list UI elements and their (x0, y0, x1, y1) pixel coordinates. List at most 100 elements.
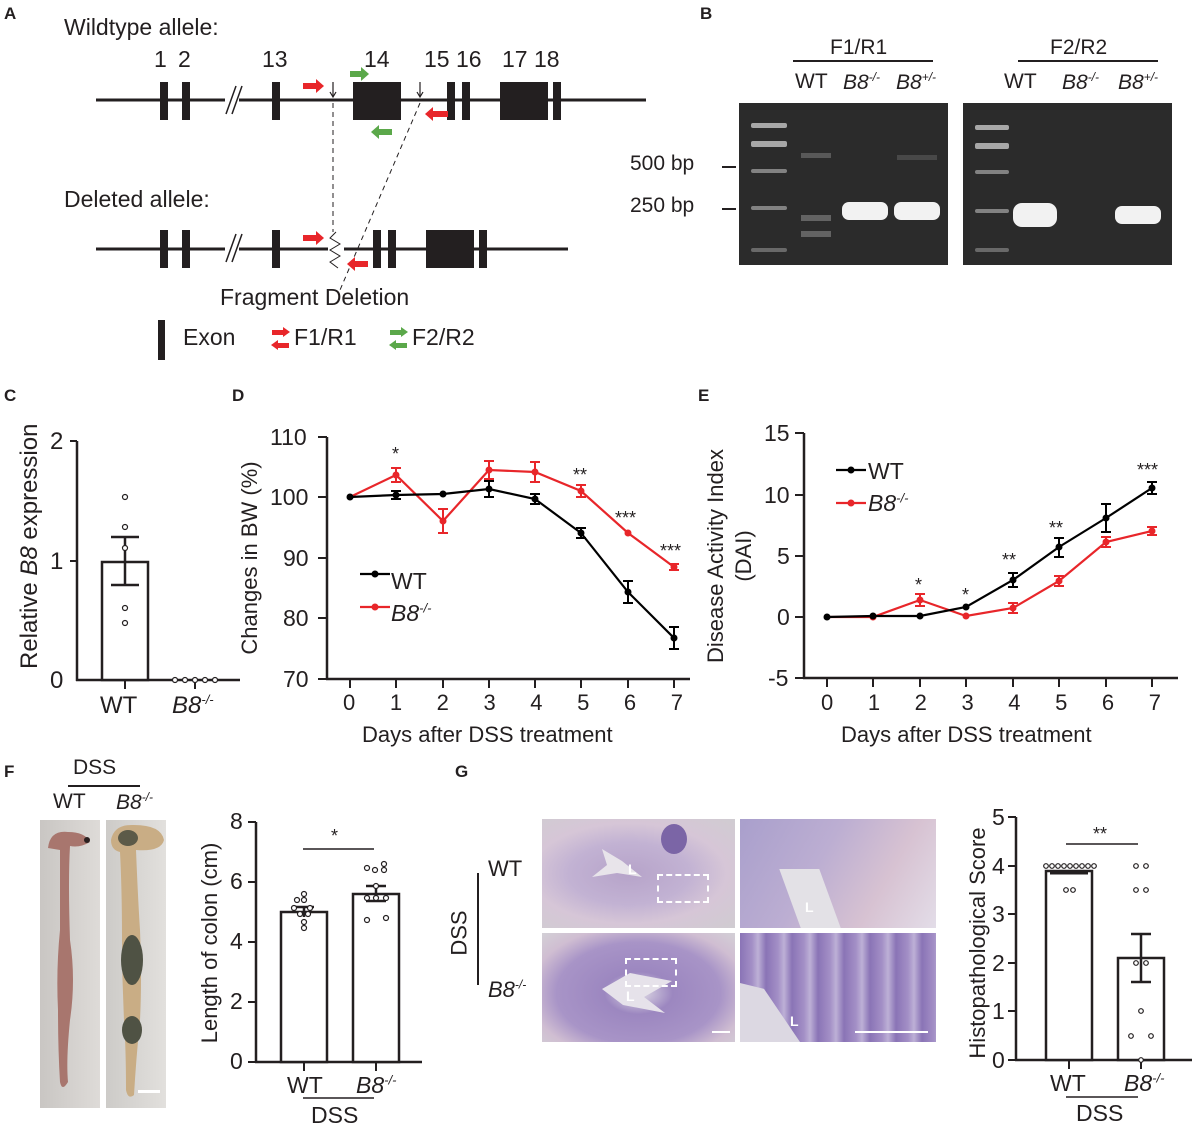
f1r1-legend-icon (271, 327, 290, 350)
g-row-label-wt: WT (488, 856, 523, 881)
colon-photo-wt (40, 820, 100, 1108)
histology-wt-overview: L (542, 819, 735, 928)
d-ytick-80: 80 (283, 605, 309, 631)
e-ytick-neg5: -5 (768, 665, 789, 691)
gel1-lane-b8-het: B8+/- (896, 70, 937, 94)
chart-c-relative-b8-expression (70, 440, 240, 689)
legend-f1r1-label: F1/R1 (294, 324, 357, 350)
f2-primer-arrow (350, 67, 369, 81)
panel-label-a: A (4, 4, 17, 23)
exon-number-16: 16 (456, 46, 482, 72)
c-ytick-2: 2 (50, 428, 64, 455)
r1-primer-arrow-deleted (347, 257, 368, 271)
e-ytick-0: 0 (777, 604, 790, 630)
d-xlabel: Days after DSS treatment (362, 722, 613, 747)
gel1-title-underline (793, 60, 933, 62)
f-significance: * (331, 826, 339, 846)
exon-number-2: 2 (178, 46, 191, 72)
f-photo-label-b8: B8-/- (116, 790, 154, 814)
f-ytick-6: 6 (230, 868, 243, 894)
g-ytick-3: 3 (992, 901, 1005, 927)
f-ytick-0: 0 (230, 1048, 243, 1074)
gel2-title-underline (1018, 60, 1158, 62)
fragment-deletion-label: Fragment Deletion (220, 284, 410, 310)
gel-image-f1r1 (739, 103, 948, 265)
deleted-allele-title: Deleted allele: (64, 186, 210, 212)
e-ytick-10: 10 (764, 482, 790, 508)
e-ytick-5: 5 (777, 543, 790, 569)
panel-label-e: E (698, 386, 710, 405)
e-xlabel: Days after DSS treatment (841, 722, 1092, 747)
f1-primer-arrow (303, 79, 324, 93)
lumen-mark: L (628, 861, 637, 877)
d-sig-day7: *** (660, 541, 682, 561)
g-ytick-0: 0 (992, 1047, 1005, 1073)
gel1-title: F1/R1 (830, 36, 888, 59)
marker-500bp-label: 500 bp (630, 152, 695, 175)
colon-photo-b8-ko (106, 820, 166, 1108)
g-ytick-4: 4 (992, 853, 1005, 879)
series-b8-line (349, 468, 675, 568)
gel1-lane-b8-ko: B8-/- (843, 70, 881, 94)
c-ylabel: Relative B8 expression (16, 423, 43, 669)
g-ytick-2: 2 (992, 950, 1005, 976)
e-sig-day7: *** (1137, 460, 1159, 480)
d-sig-day5: ** (573, 465, 588, 485)
exon-number-17: 17 (502, 46, 528, 72)
series-wt-line (826, 487, 1153, 619)
g-group-label: DSS (446, 910, 472, 956)
f-xtick-b8: B8-/- (356, 1072, 397, 1098)
f-photo-group-underline (68, 785, 140, 787)
histology-b8-overview: L (542, 933, 735, 1042)
d-ytick-100: 100 (270, 484, 309, 510)
r1-primer-arrow (425, 107, 448, 121)
wildtype-allele-title: Wildtype allele: (64, 14, 219, 40)
chart-e-disease-activity-index (795, 432, 1178, 687)
exon-number-1: 1 (154, 46, 167, 72)
gene-structure-diagram (96, 67, 646, 360)
exon-number-14: 14 (364, 46, 390, 72)
legend-exon-label: Exon (183, 324, 236, 350)
f-xtick-wt: WT (287, 1072, 323, 1098)
d-legend-b8: B8-/- (391, 600, 432, 626)
series-b8-line (827, 529, 1153, 619)
exon-number-15: 15 (424, 46, 450, 72)
d-ytick-70: 70 (283, 666, 309, 692)
gel2-lane-b8-ko: B8-/- (1062, 70, 1100, 94)
panel-label-d: D (232, 386, 245, 405)
c-ytick-1: 1 (50, 548, 64, 575)
f2r2-legend-icon (389, 327, 408, 350)
f-group-label: DSS (311, 1102, 359, 1128)
c-ytick-0: 0 (50, 667, 64, 694)
panel-label-g: G (455, 762, 469, 781)
panel-label-c: C (4, 386, 17, 405)
e-sig-day2: * (915, 575, 923, 595)
exon-number-18: 18 (534, 46, 560, 72)
d-ylabel: Changes in BW (%) (237, 461, 262, 655)
e-legend-wt: WT (868, 458, 904, 484)
marker-500bp-tick (722, 166, 736, 168)
exon-legend-icon (158, 320, 165, 360)
c-xtick-b8: B8-/- (172, 692, 214, 719)
scale-bar (712, 1031, 730, 1033)
gel2-lane-wt: WT (1004, 70, 1037, 93)
data-points-b8-ko (171, 676, 219, 684)
g-ylabel: Histopathological Score (965, 827, 990, 1059)
legend-f2r2-label: F2/R2 (412, 324, 475, 350)
e-sig-day4: ** (1002, 550, 1017, 570)
e-sig-day3: * (962, 585, 970, 605)
e-sig-day5: ** (1049, 518, 1064, 538)
g-ytick-1: 1 (992, 998, 1005, 1024)
bar-wt (279, 910, 329, 1064)
bar-wt (1044, 869, 1094, 1062)
d-ytick-110: 110 (270, 424, 307, 450)
g-ytick-5: 5 (992, 804, 1005, 830)
f-ylabel: Length of colon (cm) (197, 842, 222, 1044)
f-ytick-2: 2 (230, 988, 243, 1014)
panel-label-b: B (700, 4, 713, 23)
histology-b8-zoom: L (740, 933, 936, 1042)
r2-primer-arrow (371, 125, 392, 139)
panel-label-f: F (4, 762, 15, 781)
e-ylabel: Disease Activity Index (DAI) (703, 449, 756, 663)
